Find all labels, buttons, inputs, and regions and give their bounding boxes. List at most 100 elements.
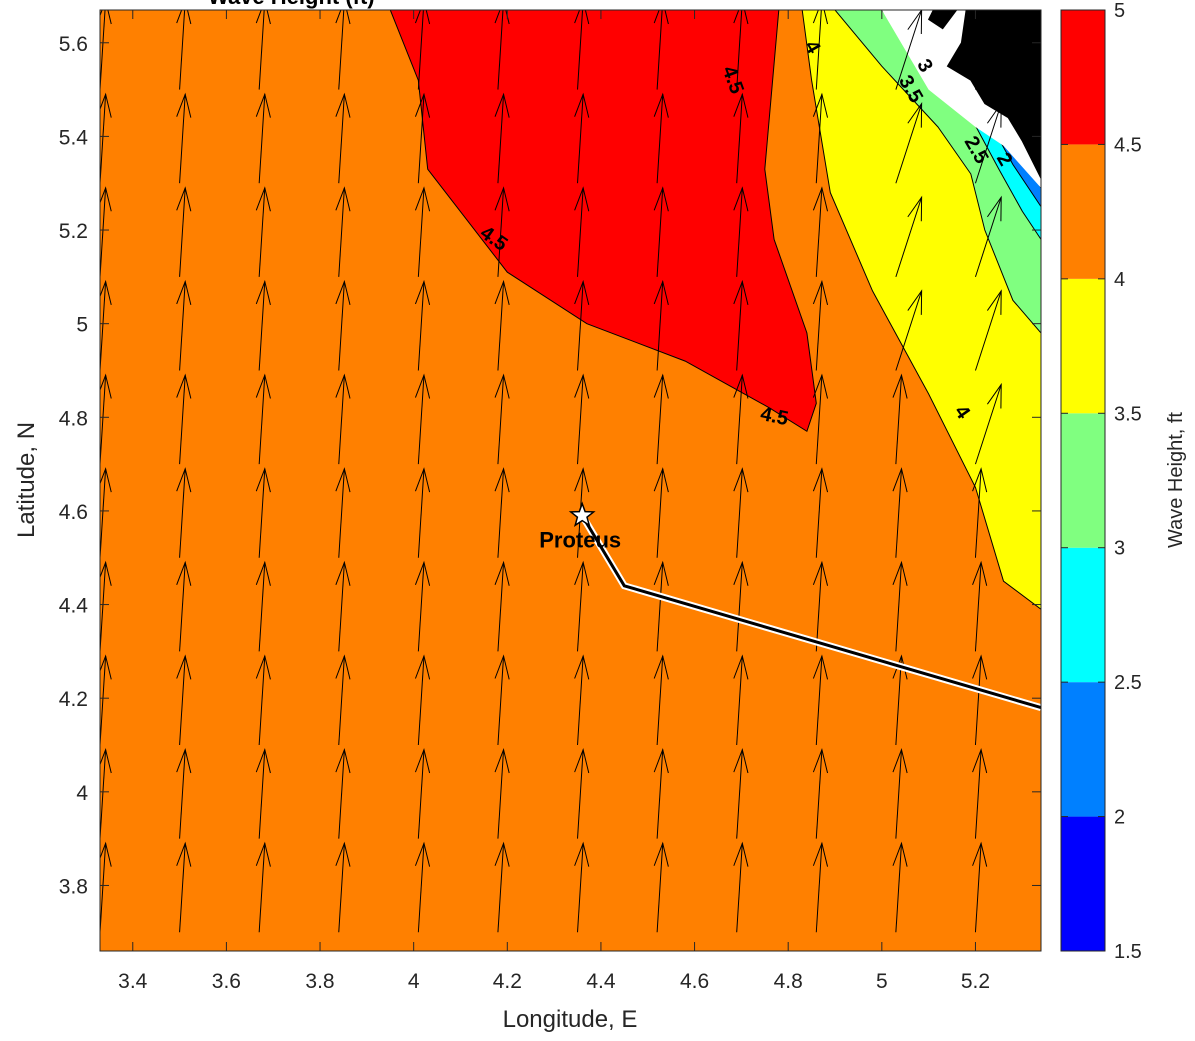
arrow-head [176,841,192,867]
wave-direction-arrow [812,373,829,465]
arrow-head [892,654,908,680]
wave-direction-arrow [653,654,669,746]
wave-direction-arrow [100,841,112,933]
y-tick-label: 5.2 [59,220,88,243]
arrow-head [100,841,112,867]
arrow-head [812,748,829,774]
wave-direction-arrow [176,467,192,558]
wave-direction-arrow [255,654,271,746]
y-tick-label: 4 [76,782,88,805]
arrow-shaft [656,468,664,558]
wave-direction-arrow [335,186,351,277]
arrow-shaft [577,187,584,277]
wave-direction-arrow [414,92,431,184]
x-tick-label: 4.2 [493,970,522,993]
arrow-shaft [258,562,266,652]
arrow-shaft [736,375,743,465]
wave-direction-arrow [812,186,829,277]
wave-direction-arrow [255,467,271,558]
arrow-head [972,748,988,774]
wave-direction-arrow [812,92,829,184]
wave-direction-arrow [733,748,749,839]
arrow-shaft [100,281,107,371]
wave-direction-arrow [733,841,749,933]
arrow-shaft [100,562,107,652]
arrow-head [892,467,908,493]
arrow-head [812,654,829,680]
arrow-shaft [736,281,743,371]
arrow-head [100,748,112,774]
arrow-head [653,560,669,586]
wave-direction-arrow [100,560,112,652]
arrow-shaft [497,843,505,933]
land-mass-2 [927,10,958,30]
contour-line-3-3.5 [834,10,1041,334]
land-masses [881,10,1041,188]
wave-direction-arrow [176,10,192,90]
wave-direction-arrow [494,560,510,652]
marker-label: Proteus [539,528,621,553]
chart-title: Wave Height (ft) [208,0,375,9]
arrow-shaft [417,468,425,558]
wave-direction-arrow [574,748,590,839]
arrow-shaft [815,562,823,652]
arrow-head [574,560,590,586]
wave-direction-arrow [895,10,923,90]
arrow-shaft [895,197,923,278]
arrow-head [176,186,192,212]
wave-direction-arrow [892,560,908,652]
plot-frame [99,9,1042,952]
x-tick-label: 5.2 [961,970,990,993]
arrow-head [100,373,112,399]
colorbar-tick-label: 1.5 [1114,941,1142,963]
arrow-head [100,10,112,25]
wave-direction-arrow [100,92,112,184]
wave-direction-arrow [255,748,271,839]
arrow-shaft [577,94,584,184]
arrow-shaft [417,94,425,184]
arrow-shaft [815,375,823,465]
arrow-shaft [895,843,902,933]
arrow-shaft [736,468,743,558]
wave-direction-arrow [574,186,590,277]
wave-direction-arrow [895,195,923,278]
arrow-head [812,560,829,586]
wave-direction-arrow [972,560,988,652]
arrow-shaft [815,94,823,184]
arrow-shaft [258,10,265,90]
arrow-shaft [974,103,1002,184]
contour-line-4.5-5 [389,10,817,433]
wave-direction-arrow [414,654,431,746]
wave-direction-arrow [414,841,431,933]
arrow-shaft [736,94,743,184]
colorbar-tick-label: 2.5 [1114,672,1142,694]
arrow-head [335,373,351,399]
arrow-shaft [338,468,345,558]
arrow-shaft [258,187,266,277]
arrow-shaft [736,749,743,839]
arrow-shaft [100,187,107,277]
arrow-shaft [100,656,107,746]
x-tick-label: 4.8 [774,970,803,993]
arrow-shaft [100,375,107,465]
wave-direction-arrow [733,560,749,652]
wave-direction-arrow [895,102,923,184]
arrow-head [986,289,1002,315]
location-marker: Proteus [539,501,621,553]
arrow-shaft [179,10,186,90]
star-icon [568,501,596,528]
colorbar-tick-label: 4.5 [1114,134,1142,156]
y-tick-label: 4.8 [59,407,88,430]
wave-direction-arrow [892,467,908,558]
arrow-shaft [497,562,505,652]
wave-direction-arrow [255,841,271,933]
arrow-shaft [338,843,345,933]
arrow-head [907,10,923,35]
wave-direction-arrow [974,195,1002,278]
arrow-shaft [417,10,424,90]
arrow-head [574,467,590,493]
arrow-head [100,92,112,118]
arrow-head [733,654,749,680]
x-tick-label: 3.4 [118,970,148,993]
arrow-head [733,841,749,867]
